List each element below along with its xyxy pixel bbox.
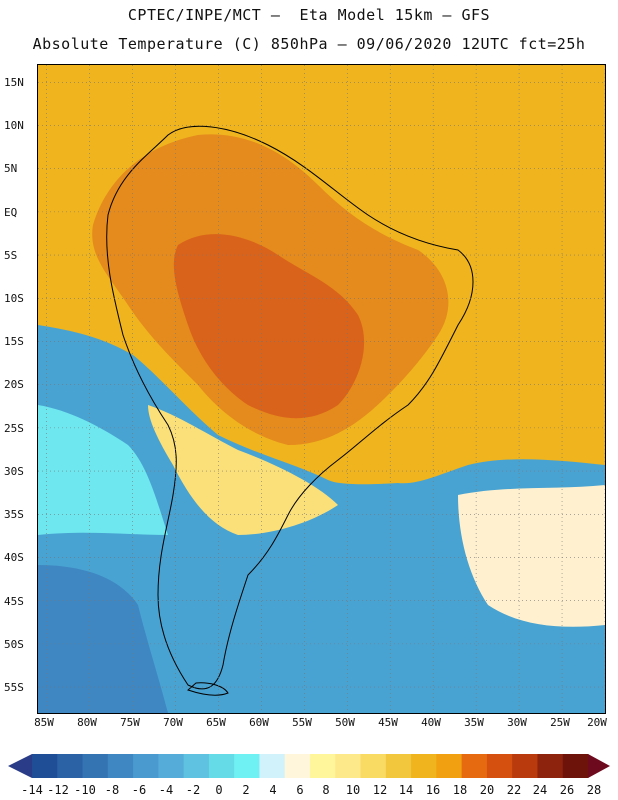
lon-label-50w: 50W	[335, 716, 355, 729]
colorbar-tick-label: 24	[532, 783, 548, 797]
lat-label-10s: 10S	[4, 292, 24, 305]
lon-label-30w: 30W	[507, 716, 527, 729]
lat-label-20s: 20S	[4, 378, 24, 391]
colorbar-cell	[208, 754, 235, 778]
colorbar-cell	[360, 754, 387, 778]
lon-label-70w: 70W	[163, 716, 183, 729]
lon-label-20w: 20W	[587, 716, 607, 729]
lat-label-5s: 5S	[4, 249, 18, 262]
colorbar-tick-label: 0	[215, 783, 223, 797]
lon-label-25w: 25W	[550, 716, 570, 729]
colorbar	[8, 754, 610, 778]
colorbar-cell	[82, 754, 109, 778]
lon-label-35w: 35W	[464, 716, 484, 729]
title-line-2: Absolute Temperature (C) 850hPa — 09/06/…	[32, 35, 586, 53]
temp-field-mild-zone	[148, 405, 338, 535]
lon-label-80w: 80W	[77, 716, 97, 729]
lon-label-65w: 65W	[206, 716, 226, 729]
colorbar-cell	[436, 754, 463, 778]
colorbar-tick-label: 2	[242, 783, 250, 797]
lat-label-50s: 50S	[4, 638, 24, 651]
colorbar-cell	[562, 754, 589, 778]
title-line-1: CPTEC/INPE/MCT — Eta Model 15km — GFS	[127, 6, 491, 24]
colorbar-tick-label: 18	[452, 783, 468, 797]
colorbar-tick-label: 4	[269, 783, 277, 797]
lat-label-55s: 55S	[4, 681, 24, 694]
lat-label-40s: 40S	[4, 551, 24, 564]
colorbar-cell	[259, 754, 286, 778]
tierra-del-fuego-outline	[187, 682, 229, 696]
map-frame[interactable]	[37, 64, 606, 714]
lon-label-60w: 60W	[249, 716, 269, 729]
colorbar-cell	[284, 754, 311, 778]
colorbar-cell	[310, 754, 336, 778]
colorbar-cell	[234, 754, 260, 778]
colorbar-cell	[461, 754, 488, 778]
lon-label-40w: 40W	[421, 716, 441, 729]
colorbar-cell	[133, 754, 159, 778]
colorbar-tick-label: -8	[104, 783, 120, 797]
lat-label-30s: 30S	[4, 465, 24, 478]
colorbar-cell	[512, 754, 538, 778]
colorbar-tick-label: -4	[158, 783, 174, 797]
colorbar-tick-label: 12	[372, 783, 388, 797]
lon-label-45w: 45W	[378, 716, 398, 729]
lat-label-45s: 45S	[4, 595, 24, 608]
colorbar-low-arrow	[8, 754, 32, 778]
colorbar-tick-label: 10	[345, 783, 361, 797]
map-grid	[38, 65, 605, 713]
colorbar-tick-label: 20	[479, 783, 495, 797]
lat-label-10n: 10N	[4, 119, 24, 132]
lat-label-5n: 5N	[4, 162, 18, 175]
colorbar-high-arrow	[588, 754, 610, 778]
lon-label-55w: 55W	[292, 716, 312, 729]
lat-label-15s: 15S	[4, 335, 24, 348]
temp-field-pale-ocean	[458, 485, 605, 627]
colorbar-tick-label: 28	[586, 783, 602, 797]
colorbar-cell	[32, 754, 58, 778]
colorbar-tick-label: 8	[322, 783, 330, 797]
lat-label-25s: 25S	[4, 422, 24, 435]
colorbar-cell	[57, 754, 84, 778]
lat-label-eq: EQ	[4, 206, 18, 219]
continent-outline	[106, 125, 474, 690]
temperature-map[interactable]	[38, 65, 605, 713]
colorbar-tick-label: -2	[185, 783, 201, 797]
colorbar-tick-label: 14	[398, 783, 414, 797]
lat-label-15n: 15N	[4, 76, 24, 89]
colorbar-tick-label: -6	[131, 783, 147, 797]
temp-field-cold-south	[38, 565, 168, 713]
colorbar-tick-label: -14	[21, 783, 43, 797]
colorbar-cell	[107, 754, 134, 778]
colorbar-cell	[385, 754, 412, 778]
lon-label-85w: 85W	[34, 716, 54, 729]
colorbar-cell	[335, 754, 362, 778]
colorbar-cell	[537, 754, 564, 778]
colorbar-tick-label: -12	[47, 783, 69, 797]
colorbar-cell	[411, 754, 437, 778]
lat-label-35s: 35S	[4, 508, 24, 521]
colorbar-cell	[486, 754, 513, 778]
colorbar-cell	[158, 754, 185, 778]
colorbar-cells	[32, 754, 589, 778]
colorbar-tick-label: -10	[74, 783, 96, 797]
colorbar-tick-label: 22	[506, 783, 522, 797]
temp-field-cool-ocean	[38, 405, 168, 535]
lon-label-75w: 75W	[120, 716, 140, 729]
colorbar-cell	[183, 754, 210, 778]
colorbar-tick-label: 26	[559, 783, 575, 797]
temp-field-very-hot-land	[173, 234, 365, 419]
colorbar-tick-label: 6	[296, 783, 304, 797]
colorbar-tick-label: 16	[425, 783, 441, 797]
